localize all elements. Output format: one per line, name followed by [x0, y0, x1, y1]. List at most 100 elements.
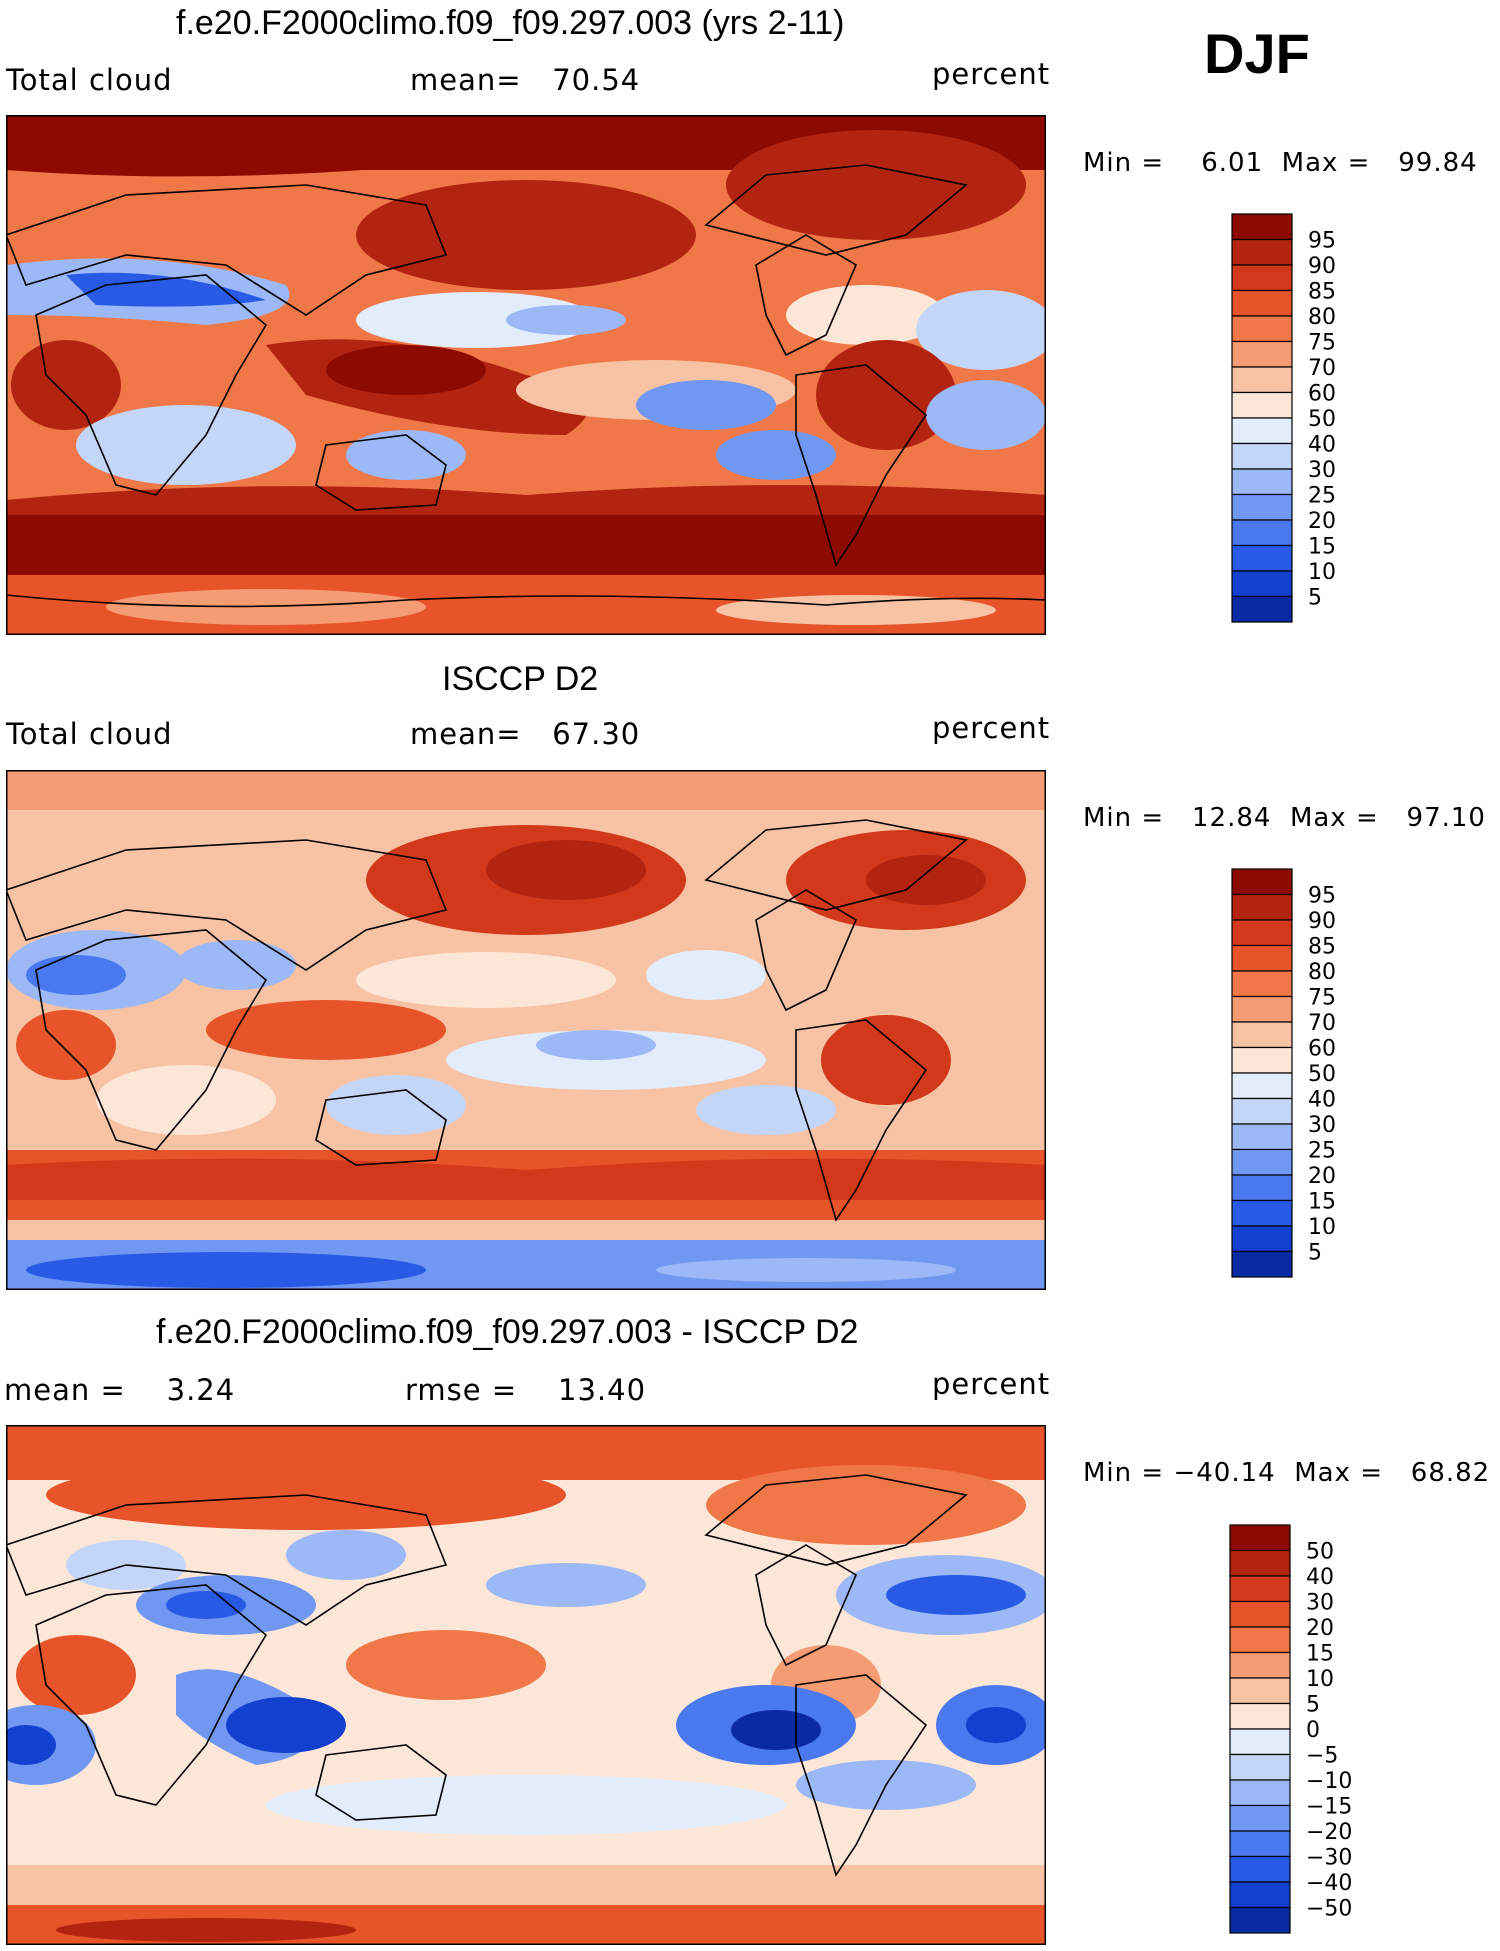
- panel-1-minmax-label: Min = 6.01 Max = 99.84: [1083, 148, 1478, 178]
- colorbar-tick-label: 30: [1308, 1113, 1336, 1138]
- colorbar-swatch: [1231, 1148, 1293, 1176]
- colorbar-swatch: [1231, 919, 1293, 947]
- colorbar-tick-label: 75: [1308, 986, 1336, 1011]
- colorbar-swatch: [1231, 893, 1293, 921]
- colorbar-tick-label: 75: [1308, 331, 1336, 356]
- colorbar-swatch: [1231, 366, 1293, 394]
- colorbar-tick-label: 15: [1306, 1642, 1334, 1667]
- panel-2-units-label: percent: [932, 711, 1051, 745]
- colorbar-tick-label: 20: [1308, 1164, 1336, 1189]
- colorbar-tick-label: 20: [1308, 509, 1336, 534]
- colorbar-tick-label: 50: [1308, 1062, 1336, 1087]
- colorbar-swatch: [1231, 544, 1293, 572]
- panel-1-title: f.e20.F2000climo.f09_f09.297.003 (yrs 2-…: [176, 4, 845, 42]
- colorbar-swatch: [1231, 213, 1293, 241]
- colorbar-tick-label: 70: [1308, 1011, 1336, 1036]
- colorbar-tick-label: 5: [1308, 1241, 1322, 1266]
- colorbar-swatch: [1229, 1575, 1291, 1603]
- colorbar-swatch: [1231, 289, 1293, 317]
- colorbar-tick-label: 40: [1308, 433, 1336, 458]
- colorbar-swatch: [1231, 1072, 1293, 1100]
- colorbar-tick-label: 50: [1308, 407, 1336, 432]
- panel-2-map: [6, 770, 1046, 1290]
- colorbar-tick-label: 85: [1308, 935, 1336, 960]
- colorbar-swatch: [1229, 1753, 1291, 1781]
- colorbar-tick-label: 10: [1308, 560, 1336, 585]
- colorbar-swatch: [1231, 1199, 1293, 1227]
- colorbar-tick-label: 40: [1308, 1088, 1336, 1113]
- panel-2-variable-label: Total cloud: [6, 717, 173, 751]
- colorbar-tick-label: 10: [1306, 1667, 1334, 1692]
- panel-3-map: [6, 1425, 1046, 1945]
- colorbar-swatch: [1231, 519, 1293, 547]
- colorbar-tick-label: −15: [1306, 1795, 1352, 1820]
- colorbar-swatch: [1231, 264, 1293, 292]
- colorbar-tick-label: −5: [1306, 1744, 1338, 1769]
- colorbar-swatch: [1229, 1651, 1291, 1679]
- panel-1-variable-label: Total cloud: [6, 63, 173, 97]
- colorbar-tick-label: 60: [1308, 382, 1336, 407]
- colorbar-swatch: [1231, 1250, 1293, 1278]
- colorbar-swatch: [1229, 1830, 1291, 1858]
- panel-2-minmax-label: Min = 12.84 Max = 97.10: [1083, 803, 1486, 833]
- colorbar-swatch: [1231, 970, 1293, 998]
- colorbar-swatch: [1231, 1225, 1293, 1253]
- colorbar-swatch: [1231, 1046, 1293, 1074]
- panel-3-units-label: percent: [932, 1367, 1051, 1401]
- panel-3-rmse-label: rmse = 13.40: [405, 1373, 647, 1407]
- colorbar-tick-label: 25: [1308, 484, 1336, 509]
- colorbar-tick-label: 60: [1308, 1037, 1336, 1062]
- colorbar-tick-label: −50: [1306, 1897, 1352, 1922]
- panel-2-title: ISCCP D2: [442, 660, 599, 698]
- colorbar-tick-label: 80: [1308, 305, 1336, 330]
- colorbar-swatch: [1231, 570, 1293, 598]
- colorbar-tick-label: −40: [1306, 1871, 1352, 1896]
- colorbar-tick-label: 90: [1308, 909, 1336, 934]
- colorbar-swatch: [1231, 944, 1293, 972]
- colorbar-swatch: [1231, 442, 1293, 470]
- colorbar-tick-label: 25: [1308, 1139, 1336, 1164]
- season-label: DJF: [1204, 22, 1310, 85]
- colorbar-tick-label: 95: [1308, 229, 1336, 254]
- colorbar-swatch: [1231, 1021, 1293, 1049]
- colorbar-swatch: [1231, 1097, 1293, 1125]
- panel-1-map: [6, 115, 1046, 635]
- panel-1-mean-label: mean= 70.54: [410, 63, 641, 97]
- colorbar-tick-label: 15: [1308, 1190, 1336, 1215]
- colorbar-swatch: [1229, 1881, 1291, 1909]
- colorbar-tick-label: 30: [1308, 458, 1336, 483]
- colorbar-swatch: [1231, 493, 1293, 521]
- colorbar-swatch: [1229, 1728, 1291, 1756]
- colorbar-swatch: [1229, 1677, 1291, 1705]
- colorbar-swatch: [1231, 995, 1293, 1023]
- panel-3-mean-label: mean = 3.24: [4, 1373, 236, 1407]
- colorbar-tick-label: 5: [1306, 1693, 1320, 1718]
- colorbar-swatch: [1229, 1524, 1291, 1552]
- colorbar-swatch: [1229, 1549, 1291, 1577]
- panel-3-title: f.e20.F2000climo.f09_f09.297.003 - ISCCP…: [156, 1313, 859, 1351]
- colorbar-tick-label: −20: [1306, 1820, 1352, 1845]
- colorbar-tick-label: 5: [1308, 586, 1322, 611]
- colorbar-tick-label: 70: [1308, 356, 1336, 381]
- colorbar-swatch: [1229, 1779, 1291, 1807]
- colorbar-swatch: [1229, 1804, 1291, 1832]
- colorbar-swatch: [1229, 1600, 1291, 1628]
- panel-2-mean-label: mean= 67.30: [410, 717, 641, 751]
- panel-1-units-label: percent: [932, 57, 1051, 91]
- colorbar-swatch: [1231, 1174, 1293, 1202]
- colorbar-swatch: [1229, 1906, 1291, 1934]
- colorbar-swatch: [1231, 468, 1293, 496]
- colorbar-swatch: [1229, 1855, 1291, 1883]
- panel-3-minmax-label: Min = −40.14 Max = 68.82: [1083, 1458, 1491, 1488]
- colorbar-tick-label: 20: [1306, 1616, 1334, 1641]
- colorbar-tick-label: 50: [1306, 1540, 1334, 1565]
- colorbar-tick-label: 30: [1306, 1591, 1334, 1616]
- colorbar-swatch: [1231, 391, 1293, 419]
- colorbar-tick-label: 40: [1306, 1565, 1334, 1590]
- colorbar-swatch: [1231, 340, 1293, 368]
- colorbar-swatch: [1231, 1123, 1293, 1151]
- colorbar-swatch: [1231, 417, 1293, 445]
- colorbar-swatch: [1231, 595, 1293, 623]
